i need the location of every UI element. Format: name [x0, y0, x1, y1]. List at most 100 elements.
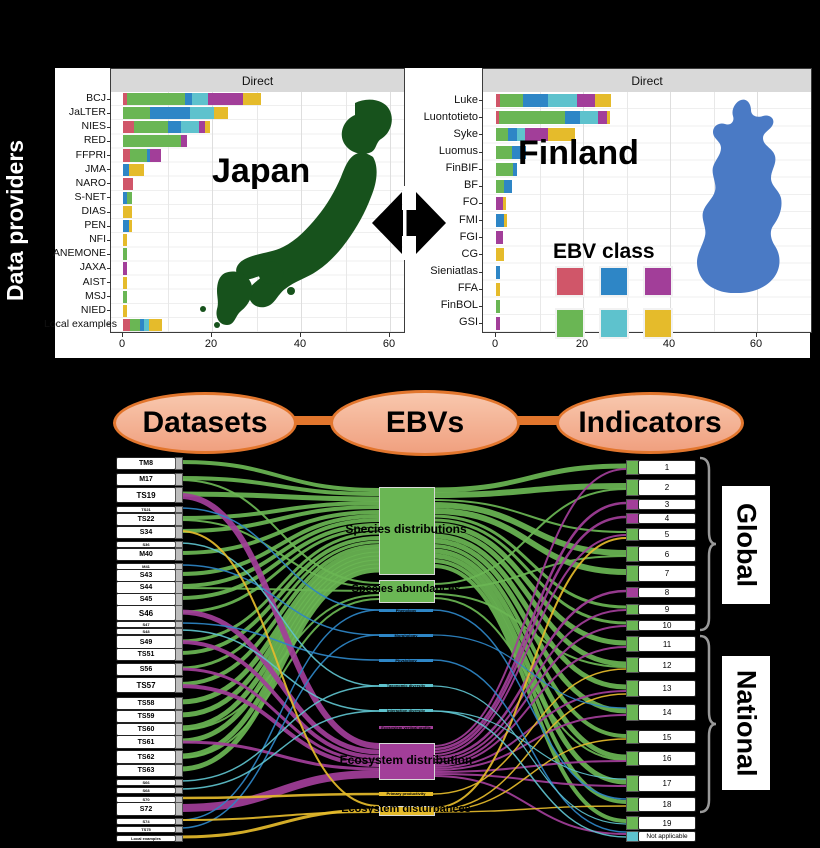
green-segment	[123, 135, 181, 148]
axis-tick	[107, 169, 111, 171]
exchange-arrow-icon	[372, 186, 446, 260]
dataset-stratum	[175, 802, 183, 816]
blue-segment	[513, 162, 518, 176]
legend-swatch-cyan	[601, 310, 627, 337]
sankey-flow-yellow	[432, 805, 627, 813]
dataset-node: TS58	[116, 696, 176, 710]
bar-row	[496, 128, 575, 142]
sankey-flow-cyan	[432, 710, 627, 838]
legend-swatch-blue	[601, 268, 627, 295]
yellow-segment	[504, 214, 508, 228]
bar-category-label: AIST	[82, 275, 106, 288]
datasets-oval: Datasets	[113, 392, 297, 454]
ebv-node-label: Primary productivity	[386, 791, 426, 797]
global-group-text: Global	[731, 502, 762, 587]
yellow-segment	[243, 93, 261, 106]
green-segment	[134, 121, 168, 134]
sankey-flow-green	[432, 548, 627, 760]
bar-row	[496, 145, 526, 159]
legend-swatch-green	[557, 310, 583, 337]
green-segment	[499, 94, 523, 108]
dataset-stratum	[175, 763, 183, 777]
dataset-node: S44	[116, 580, 176, 594]
magenta-segment	[123, 262, 128, 275]
bar-row	[123, 177, 133, 190]
x-axis-tick	[211, 333, 212, 337]
axis-tick	[479, 100, 483, 102]
blue-segment	[496, 214, 505, 228]
sankey-flow-green	[179, 555, 380, 731]
bar-category-label: FGI	[459, 230, 478, 243]
gridline	[256, 92, 258, 332]
red-segment	[123, 93, 128, 106]
indicator-node: 18	[638, 796, 696, 812]
ebv-node	[379, 634, 433, 637]
ebvs-indicators-connector	[505, 416, 565, 425]
x-axis-tick	[122, 333, 123, 337]
bar-row	[123, 248, 128, 261]
indicator-node: 19	[638, 816, 696, 830]
dataset-node: S66	[116, 778, 176, 786]
green-segment	[123, 290, 128, 303]
bar-category-label: BF	[463, 179, 478, 192]
sankey-flow-green	[432, 555, 627, 590]
dataset-stratum	[175, 605, 183, 621]
ebv-node-label: Morphology	[394, 632, 418, 638]
yellow-segment	[502, 196, 507, 210]
japan-panel-title: Direct	[241, 74, 274, 88]
bar-row	[123, 205, 132, 219]
ebv-node	[379, 684, 433, 687]
bar-category-label: NFI	[89, 233, 106, 246]
sankey-flow-magenta	[179, 770, 380, 812]
axis-tick	[479, 220, 483, 222]
sankey-flow-yellow	[432, 668, 627, 795]
sankey-flow-magenta	[179, 493, 380, 749]
legend-swatch-red	[557, 268, 583, 295]
yellow-segment	[496, 248, 504, 262]
bar-category-label: Local examples	[44, 317, 117, 330]
magenta-segment	[576, 94, 595, 108]
blue-segment	[564, 111, 581, 125]
legend-swatch-yellow	[645, 310, 671, 337]
indicator-node: 3	[638, 498, 696, 510]
bar-row	[123, 149, 161, 162]
axis-tick	[107, 126, 111, 128]
x-axis-tick-label: 60	[749, 338, 763, 350]
axis-tick	[107, 282, 111, 284]
blue-segment	[147, 149, 151, 162]
japan-map-icon	[200, 99, 392, 328]
bar-row	[496, 248, 504, 262]
datasets-oval-label: Datasets	[142, 406, 268, 439]
dataset-stratum	[175, 709, 183, 723]
bar-category-label: DIAS	[81, 205, 106, 217]
blue-segment	[185, 93, 192, 106]
indicator-node: 13	[638, 679, 696, 697]
blue-segment	[123, 220, 130, 233]
bar-row	[496, 231, 503, 245]
ebvs-oval: EBVs	[330, 390, 520, 456]
axis-tick	[107, 98, 111, 100]
axis-tick	[107, 112, 111, 114]
bar-row	[123, 121, 210, 134]
green-segment	[127, 191, 132, 204]
bar-row	[496, 299, 501, 313]
axis-tick	[479, 134, 483, 136]
sankey-flow-green	[179, 587, 380, 592]
axis-tick	[107, 239, 111, 241]
gridline	[539, 92, 541, 332]
sankey-flow-green	[179, 594, 380, 731]
bar-category-label: FO	[462, 196, 478, 209]
bar-category-label: PEN	[84, 219, 106, 232]
bar-category-label: BCJ	[86, 92, 106, 105]
x-axis-tick-label: 20	[204, 338, 218, 350]
sankey-flow-green	[179, 514, 380, 576]
axis-tick	[107, 183, 111, 185]
bar-category-label: JaLTER	[68, 106, 106, 119]
yellow-segment	[606, 111, 610, 125]
indicator-node: 12	[638, 657, 696, 673]
yellow-segment	[205, 121, 210, 134]
sankey-flow-green	[432, 593, 627, 668]
sankey-flow-green	[432, 597, 627, 761]
yellow-segment	[128, 163, 145, 176]
dataset-stratum	[175, 540, 183, 548]
